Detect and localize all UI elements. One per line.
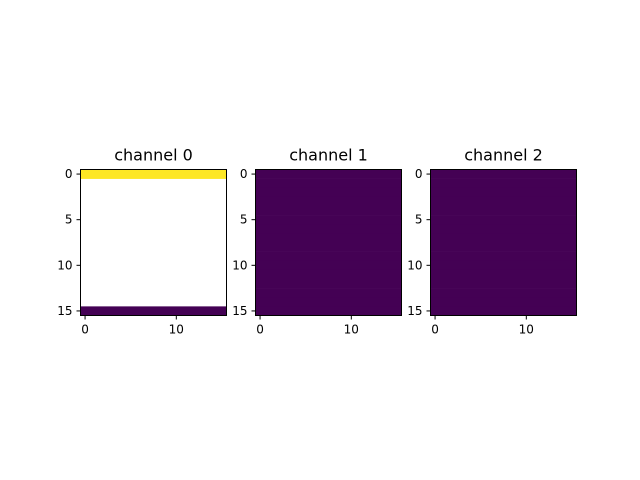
heatmap-cells xyxy=(255,169,402,316)
heatmap-row-0 xyxy=(430,169,577,179)
heatmap-row-9 xyxy=(430,251,577,262)
heatmap-row-14 xyxy=(430,297,577,307)
heatmap-row-6 xyxy=(255,224,402,234)
y-tick-label: 15 xyxy=(57,304,72,318)
heatmap-row-11 xyxy=(255,269,402,280)
heatmap-row-5 xyxy=(255,215,402,225)
y-tick-label: 15 xyxy=(407,304,422,318)
heatmap-row-5 xyxy=(430,215,577,225)
axes-frame xyxy=(255,169,402,316)
x-tick-label: 10 xyxy=(344,323,359,337)
panel-title: channel 2 xyxy=(464,146,543,165)
y-axis: 0 5 10 15 xyxy=(232,167,256,318)
heatmap-row-0 xyxy=(255,169,402,179)
y-axis: 0 5 10 15 xyxy=(407,167,431,318)
heatmap-row-7 xyxy=(430,233,577,243)
heatmap-cells xyxy=(80,169,227,316)
y-tick-label: 10 xyxy=(407,258,422,272)
heatmap-row-13 xyxy=(430,288,577,298)
axes-frame xyxy=(430,169,577,316)
x-tick-label: 10 xyxy=(519,323,534,337)
heatmap-row-10 xyxy=(255,260,402,271)
heatmap-row-12 xyxy=(255,279,402,289)
x-axis: 0 10 xyxy=(81,315,184,337)
heatmap-row-15 xyxy=(80,306,227,316)
x-tick-label: 0 xyxy=(256,323,264,337)
heatmap-row-0 xyxy=(80,169,227,179)
heatmap-cells xyxy=(430,169,577,316)
heatmap-row-4 xyxy=(430,206,577,216)
panel-title: channel 0 xyxy=(114,146,193,165)
y-tick-label: 0 xyxy=(415,167,423,181)
x-axis: 0 10 xyxy=(431,315,534,337)
x-axis: 0 10 xyxy=(256,315,359,337)
y-tick-label: 0 xyxy=(240,167,248,181)
y-tick-label: 10 xyxy=(232,258,247,272)
heatmap-row-14 xyxy=(255,297,402,307)
y-tick-label: 5 xyxy=(240,213,248,227)
y-tick-label: 5 xyxy=(415,213,423,227)
heatmap-row-3 xyxy=(430,196,577,207)
heatmap-row-15 xyxy=(430,306,577,316)
heatmap-row-8 xyxy=(430,242,577,252)
y-axis: 0 5 10 15 xyxy=(57,167,81,318)
heatmap-row-8 xyxy=(255,242,402,252)
heatmap-row-9 xyxy=(255,251,402,262)
panel-channel-1: channel 1 0 10 0 5 10 15 xyxy=(232,146,402,337)
heatmap-row-10 xyxy=(430,260,577,271)
heatmap-row-2 xyxy=(430,187,577,198)
x-tick-label: 0 xyxy=(431,323,439,337)
heatmap-row-15 xyxy=(255,306,402,316)
heatmap-row-13 xyxy=(255,288,402,298)
x-tick-label: 10 xyxy=(169,323,184,337)
x-tick-label: 0 xyxy=(81,323,89,337)
panel-channel-0: channel 0 0 10 0 5 10 15 xyxy=(57,146,227,337)
heatmap-row-2 xyxy=(255,187,402,198)
heatmap-row-1 xyxy=(255,178,402,189)
heatmap-row-12 xyxy=(430,279,577,289)
panel-channel-2: channel 2 0 10 0 5 10 15 xyxy=(407,146,577,337)
y-tick-label: 5 xyxy=(65,213,73,227)
heatmap-row-7 xyxy=(255,233,402,243)
axes-frame xyxy=(80,169,227,316)
heatmap-row-4 xyxy=(255,206,402,216)
heatmap-row-6 xyxy=(430,224,577,234)
heatmap-row-1 xyxy=(430,178,577,189)
heatmap-row-11 xyxy=(430,269,577,280)
heatmap-row-3 xyxy=(255,196,402,207)
y-tick-label: 10 xyxy=(57,258,72,272)
y-tick-label: 15 xyxy=(232,304,247,318)
panel-title: channel 1 xyxy=(289,146,368,165)
y-tick-label: 0 xyxy=(65,167,73,181)
